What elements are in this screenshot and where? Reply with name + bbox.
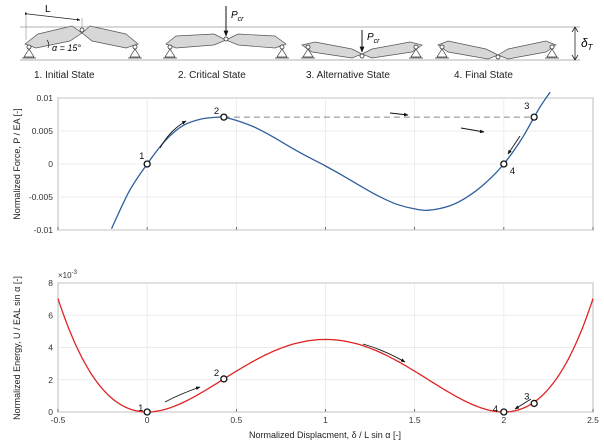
force-y-tick-label: -0.01 (34, 225, 54, 235)
energy-state-point (530, 399, 538, 408)
energy-state-point (220, 375, 228, 383)
middle-hinge (79, 27, 85, 33)
force-state-point (500, 160, 508, 168)
force-plot: -0.01 -0.005 0 0.005 0.01 1 2 3 4 Normalized Fo… (12, 91, 594, 235)
energy-y-tick-label: 8 (48, 278, 53, 288)
energy-return-arrow (514, 398, 532, 410)
x-tick-label: 1.5 (409, 415, 421, 425)
energy-y-ticks: 0 2 4 6 8 (48, 278, 53, 417)
travel-label: δT (581, 36, 594, 52)
state-1-mechanism: L α = 15° (22, 4, 142, 59)
bar-left (437, 40, 499, 60)
bar-left (165, 33, 227, 49)
x-tick-label: 2 (501, 415, 506, 425)
force-point-label: 2 (214, 106, 219, 117)
left-support (164, 48, 176, 58)
energy-y-axis-label: Normalized Energy, U / EAL sin α [-] (12, 276, 22, 420)
force-y-tick-label: -0.005 (29, 192, 53, 202)
bar-right (497, 40, 557, 60)
x-tick-label: 0.5 (230, 415, 242, 425)
energy-y-tick-label: 2 (48, 375, 53, 385)
force-state-point (530, 113, 538, 121)
force-state-points: 1 2 3 4 (139, 101, 538, 177)
left-support (302, 48, 314, 58)
right-support (410, 48, 422, 58)
x-tick-label: -0.5 (51, 415, 66, 425)
state-3-mechanism: Pcr (301, 30, 423, 59)
force-y-ticks: -0.01 -0.005 0 0.005 0.01 (29, 93, 53, 235)
middle-hinge (223, 36, 229, 42)
force-curve (110, 91, 551, 229)
x-axis-label: Normalized Displacment, δ / L sin α [-] (249, 430, 401, 440)
force-point-label: 4 (510, 166, 515, 177)
travel-arrow-down (571, 54, 579, 61)
energy-state-point (143, 408, 151, 416)
right-support (129, 48, 141, 58)
energy-loading-arrow (164, 386, 201, 403)
energy-state-points: 1 2 3 4 (138, 368, 538, 416)
length-dimension (24, 12, 81, 22)
state-2-label: 2. Critical State (178, 70, 246, 81)
loading-arrow (159, 120, 187, 149)
right-support (276, 48, 288, 58)
mechanism-schematic: δT L α = 15° (20, 4, 594, 81)
direction-arrow-upper (460, 127, 485, 134)
state-2-mechanism: Pcr (163, 6, 289, 59)
energy-y-tick-label: 0 (48, 407, 53, 417)
bar-right (81, 25, 139, 49)
energy-point-label: 3 (524, 391, 529, 402)
force-state-point (220, 113, 228, 121)
middle-hinge (359, 53, 365, 59)
energy-x-ticks: -0.5 0 0.5 1 1.5 2 2.5 (51, 415, 600, 425)
angle-arc (46, 39, 50, 49)
bar-right (225, 33, 287, 49)
energy-point-label: 2 (214, 368, 219, 379)
force-state-point (143, 160, 151, 168)
load-label: Pcr (367, 32, 380, 45)
energy-point-label: 4 (493, 404, 498, 415)
force-y-tick-label: 0.01 (36, 93, 53, 103)
state-1-label: 1. Initial State (34, 70, 95, 81)
force-y-axis-label: Normalized Force, P / EA [-] (12, 108, 22, 219)
angle-label: α = 15° (52, 43, 81, 53)
energy-y-tick-label: 6 (48, 310, 53, 320)
middle-hinge (495, 54, 501, 60)
state-3-label: 3. Alternative State (306, 70, 390, 81)
length-label: L (45, 4, 51, 15)
force-y-tick-label: 0.005 (32, 126, 54, 136)
bar-right (361, 41, 423, 59)
force-y-tick-label: 0 (48, 159, 53, 169)
energy-y-tick-label: 4 (48, 343, 53, 353)
x-tick-label: 2.5 (587, 415, 599, 425)
y-multiplier: ×10-3 (58, 270, 78, 280)
x-tick-label: 0 (145, 415, 150, 425)
travel-arrow-up (571, 26, 579, 33)
left-support (436, 48, 448, 58)
force-point-label: 1 (139, 151, 144, 162)
energy-point-label: 1 (138, 403, 143, 414)
x-tick-label: 1 (323, 415, 328, 425)
jump-direction-arrow (389, 112, 409, 117)
left-support (23, 48, 35, 58)
direction-arrow-lower (507, 135, 521, 155)
load-label: Pcr (231, 10, 244, 23)
energy-state-point (500, 408, 508, 416)
state-4-mechanism (435, 40, 559, 60)
right-support (546, 48, 558, 58)
force-point-label: 3 (524, 101, 529, 112)
energy-release-arrow (362, 343, 406, 363)
state-4-label: 4. Final State (454, 70, 513, 81)
